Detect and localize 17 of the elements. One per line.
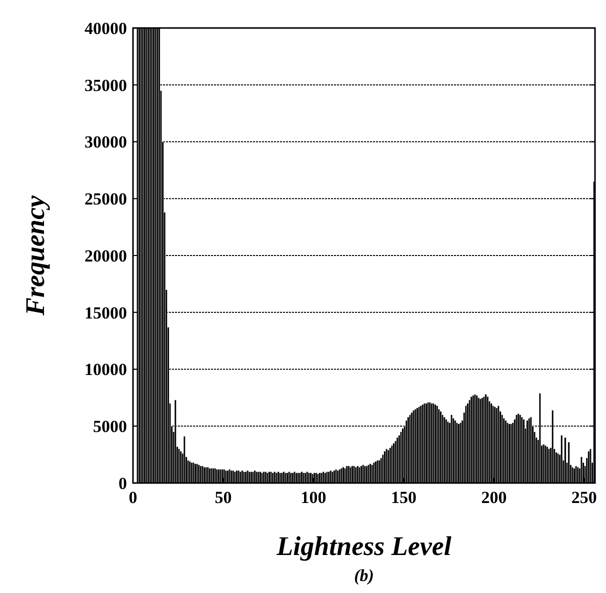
y-tick-label: 35000	[84, 76, 127, 95]
x-tick-label: 50	[214, 488, 232, 507]
y-tick-label: 40000	[84, 18, 127, 38]
text: (b)	[354, 566, 374, 585]
y-tick-label: 10000	[84, 360, 127, 380]
y-tick-label: 25000	[84, 190, 127, 209]
x-tick-label: 150	[390, 488, 416, 507]
y-axis-title: Frequency	[20, 194, 50, 316]
y-tick-label: 0	[118, 474, 127, 493]
y-tick-label: 5000	[93, 417, 127, 436]
x-tick-label: 250	[571, 488, 597, 507]
y-tick-label: 20000	[84, 246, 127, 266]
x-axis-title: Lightness Level	[276, 531, 452, 561]
x-tick-label: 100	[300, 488, 326, 507]
y-tick-label: 30000	[84, 132, 127, 152]
x-tick-label: 200	[481, 488, 507, 507]
y-tick-label: 15000	[84, 303, 127, 322]
